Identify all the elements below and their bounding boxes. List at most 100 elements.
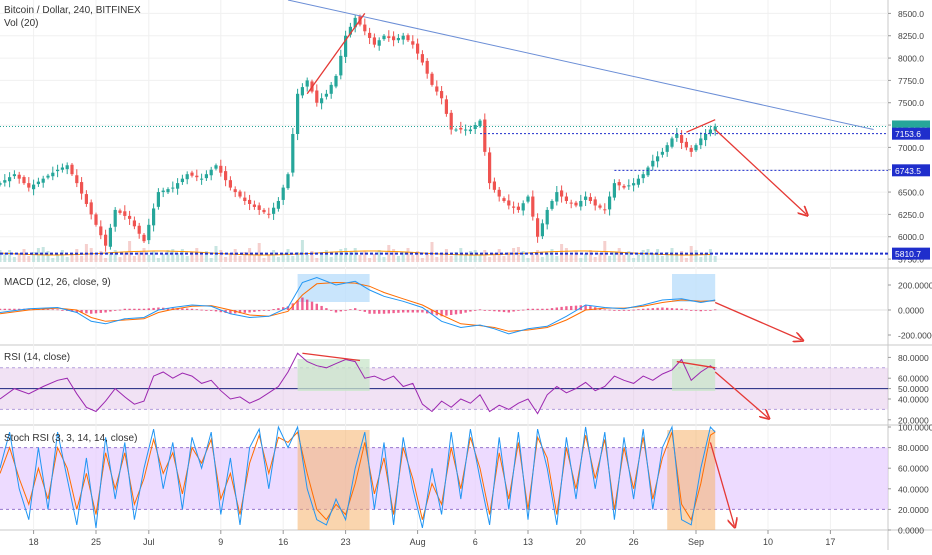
rsi-divergence-line[interactable] [302, 352, 361, 362]
candle [468, 129, 472, 132]
stoch-rsi-pane[interactable] [0, 425, 888, 530]
volume-bar [180, 249, 184, 262]
price-divergence-line[interactable] [686, 119, 716, 133]
candle [104, 234, 108, 246]
macd-histogram-bar [176, 308, 179, 310]
volume-bar [219, 250, 223, 262]
candle [372, 37, 376, 45]
macd-histogram-bar [488, 310, 491, 311]
volume-bar [324, 250, 328, 262]
candle [60, 167, 64, 170]
candle [440, 91, 444, 99]
candle [617, 182, 621, 186]
candle [315, 90, 319, 103]
time-axis[interactable]: 18 25 Jul 9 16 23 Aug 6 13 20 26 Sep 10 17 [29, 530, 836, 547]
macd-histogram-bar [325, 308, 328, 310]
rsi-pane[interactable] [0, 352, 888, 418]
candle [713, 126, 717, 131]
macd-histogram-bar [94, 310, 98, 314]
axis-tick-label: 50.0000 [898, 384, 929, 394]
volume-bar [75, 249, 79, 262]
time-tick-label: 25 [91, 537, 101, 547]
time-tick-label: Aug [410, 537, 426, 547]
macd-histogram-bar [464, 310, 467, 313]
volume-bar [368, 258, 372, 262]
volume-bar [507, 252, 511, 262]
macd-histogram-bar [368, 310, 371, 314]
rsi-forecast-arrow[interactable] [714, 371, 768, 418]
candle [300, 87, 304, 96]
volume-bar [104, 258, 108, 262]
macd-histogram-bar [670, 308, 674, 310]
axis-tick-label: 60.0000 [898, 464, 929, 474]
macd-forecast-arrow[interactable] [714, 301, 801, 341]
price-forecast-arrow[interactable] [714, 129, 806, 215]
volume-bar [305, 255, 309, 262]
candle [622, 185, 626, 188]
macd-histogram-bar [541, 308, 544, 310]
macd-histogram-bar [411, 310, 414, 313]
macd-histogram-bar [90, 310, 93, 314]
macd-histogram-bar [315, 303, 318, 310]
volume-bar [56, 254, 60, 262]
time-tick-label: 10 [763, 537, 773, 547]
price-divergence-line[interactable] [306, 13, 366, 95]
price-label-box[interactable] [892, 247, 930, 260]
candle [612, 183, 616, 198]
volume-bar [593, 257, 597, 262]
price-pane[interactable] [0, 0, 888, 262]
volume-bar [598, 253, 602, 262]
volume-bar [99, 251, 103, 262]
macd-histogram-bar [416, 310, 419, 313]
volume-bar [492, 253, 496, 262]
macd-histogram-bar [277, 308, 280, 310]
macd-histogram-bar [200, 309, 203, 311]
rsi-line[interactable] [0, 352, 716, 415]
volume-bar [224, 257, 228, 262]
stoch-k-line[interactable] [0, 425, 716, 529]
volume-bar [699, 257, 703, 262]
volume-bar [449, 256, 453, 262]
macd-histogram-bar [133, 308, 136, 310]
macd-histogram-bar [517, 310, 520, 311]
price-label-box[interactable] [892, 164, 930, 177]
macd-histogram-bar [262, 310, 266, 311]
macd-signal-line[interactable] [0, 281, 716, 332]
macd-histogram-bar [354, 308, 357, 310]
price-axis[interactable]: 8500.08250.08000.07750.07500.07250.07000… [888, 9, 932, 536]
volume-bar [190, 252, 194, 262]
candle [430, 73, 434, 85]
macd-histogram-bar [637, 309, 640, 311]
price-label-box[interactable] [892, 127, 930, 140]
macd-histogram-bar [651, 308, 654, 310]
descending-trendline[interactable] [287, 0, 874, 131]
macd-histogram-bar [642, 308, 645, 310]
candle [502, 198, 506, 201]
macd-histogram-bar [454, 310, 458, 315]
volume-bar [608, 256, 612, 262]
volume-bar [228, 253, 232, 262]
candle [147, 224, 151, 241]
volume-bar [171, 249, 175, 262]
volume-bar [579, 258, 583, 262]
macd-line[interactable] [0, 276, 716, 335]
volume-bar [425, 254, 429, 262]
volume-bar [281, 253, 285, 262]
macd-histogram-bar [493, 310, 496, 312]
time-tick-label: 16 [278, 537, 288, 547]
macd-histogram-bar [560, 306, 563, 310]
volume-bar [243, 252, 247, 262]
candle [492, 181, 496, 190]
candle [152, 208, 156, 226]
macd-pane[interactable] [0, 274, 888, 340]
rsi-divergence-line[interactable] [676, 360, 716, 369]
stoch-forecast-arrow[interactable] [709, 442, 734, 525]
candle [80, 182, 84, 194]
volume-bar [358, 255, 362, 262]
axis-tick-label: -200.0000 [898, 331, 932, 341]
volume-bar [641, 250, 645, 262]
candle [224, 171, 228, 181]
volume-bar [176, 253, 180, 262]
